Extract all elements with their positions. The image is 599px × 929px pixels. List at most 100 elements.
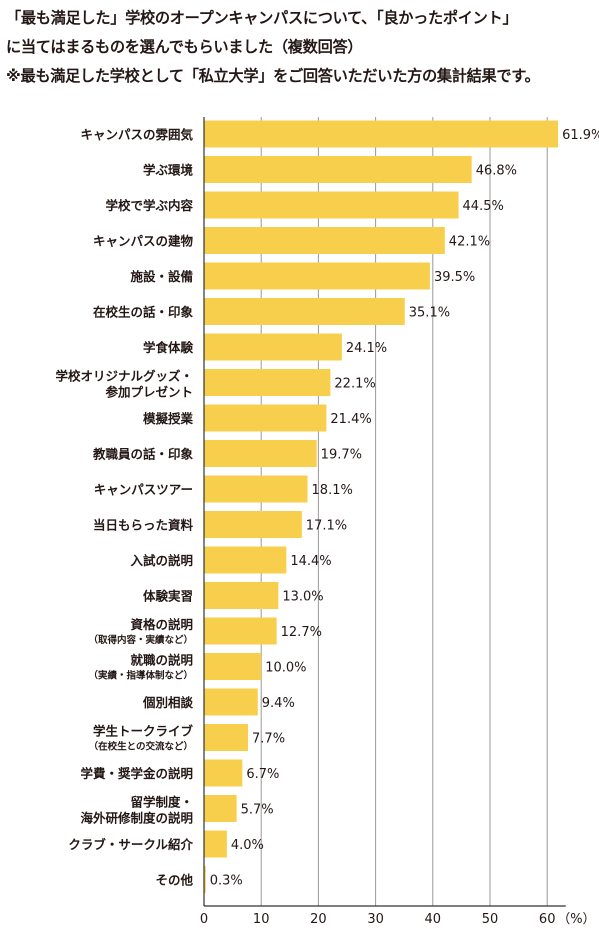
value-label-18: 6.7%	[246, 767, 279, 782]
value-label-14: 12.7%	[281, 625, 322, 640]
x-axis: 0 10 20 30 40 50 60 （%）	[200, 117, 596, 927]
bar-1	[204, 156, 472, 183]
bar-17	[204, 724, 249, 751]
x-tick-10: 10	[253, 912, 270, 927]
category-label-15-line-0: 就職の説明	[130, 653, 193, 668]
bar-0	[204, 120, 559, 148]
x-tick-30: 30	[367, 912, 384, 927]
category-label-5-line-0: 在校生の話・印象	[93, 305, 194, 320]
value-label-15: 10.0%	[265, 661, 306, 676]
value-label-1: 46.8%	[476, 164, 517, 179]
category-label-8: 模擬授業	[143, 411, 194, 426]
category-label-15-sub: （実績・指導体制など）	[88, 670, 193, 682]
x-tick-60: 60	[539, 912, 556, 927]
category-label-5: 在校生の話・印象	[93, 305, 194, 320]
value-label-5: 35.1%	[409, 306, 450, 321]
bar-8	[204, 404, 327, 432]
value-label-4: 39.5%	[434, 270, 475, 285]
category-label-19-line-0: 留学制度・	[130, 795, 193, 810]
category-label-7: 学校オリジナルグッズ・参加プレゼント	[55, 369, 193, 400]
bar-5	[204, 298, 405, 325]
category-label-17-sub: （在校生との交流など）	[89, 741, 193, 753]
category-label-9: 教職員の話・印象	[92, 447, 194, 462]
bar-3	[204, 227, 445, 254]
value-label-8: 21.4%	[330, 412, 371, 427]
value-label-10: 18.1%	[312, 483, 353, 498]
category-label-18-line-0: 学費・奨学金の説明	[80, 766, 193, 781]
value-label-20: 4.0%	[231, 838, 264, 853]
bar-19	[204, 795, 237, 822]
category-label-4: 施設・設備	[130, 269, 193, 284]
value-label-13: 13.0%	[282, 590, 323, 605]
bar-7	[204, 369, 331, 396]
category-label-14-line-0: 資格の説明	[130, 617, 193, 632]
bar-2	[204, 191, 459, 219]
value-label-12: 14.4%	[290, 554, 331, 569]
category-label-2: 学校で学ぶ内容	[105, 198, 193, 213]
category-label-12: 入試の説明	[130, 553, 193, 568]
x-tick-40: 40	[425, 912, 442, 927]
category-label-16-line-0: 個別相談	[142, 695, 194, 710]
category-label-7-line-1: 参加プレゼント	[105, 385, 193, 400]
category-label-16: 個別相談	[142, 695, 194, 710]
category-label-8-line-0: 模擬授業	[143, 411, 194, 426]
bar-18	[204, 759, 243, 787]
category-label-3-line-0: キャンパスの建物	[93, 234, 194, 249]
category-label-6-line-0: 学食体験	[143, 340, 194, 355]
category-label-7-line-0: 学校オリジナルグッズ・	[55, 369, 193, 384]
value-label-6: 24.1%	[346, 341, 387, 356]
bars	[204, 120, 559, 893]
x-tick-0: 0	[200, 912, 208, 927]
value-label-7: 22.1%	[334, 377, 375, 392]
category-label-13: 体験実習	[143, 589, 193, 604]
value-label-9: 19.7%	[321, 448, 362, 463]
value-label-3: 42.1%	[449, 235, 490, 250]
value-label-11: 17.1%	[306, 519, 347, 534]
bar-13	[204, 582, 279, 609]
category-label-2-line-0: 学校で学ぶ内容	[105, 198, 193, 213]
category-labels: キャンパスの雰囲気学ぶ環境学校で学ぶ内容キャンパスの建物施設・設備在校生の話・印…	[55, 127, 193, 888]
category-label-18: 学費・奨学金の説明	[80, 766, 193, 781]
category-label-20: クラブ・サークル紹介	[68, 837, 193, 852]
category-label-6: 学食体験	[143, 340, 194, 355]
category-label-21: その他	[155, 873, 193, 888]
bar-9	[204, 440, 317, 467]
header-line-1: 「最も満足した」学校のオープンキャンパスについて、「良かったポイント」	[6, 9, 518, 27]
value-label-19: 5.7%	[241, 803, 274, 818]
category-label-13-line-0: 体験実習	[143, 589, 193, 604]
header-line-2: に当てはまるものを選んでもらいました（複数回答）	[6, 38, 363, 56]
category-label-10: キャンパスツアー	[94, 482, 193, 497]
bar-12	[204, 546, 287, 574]
header-line-3: ※最も満足した学校として「私立大学」をご回答いただいた方の集計結果です。	[6, 67, 540, 85]
category-label-0: キャンパスの雰囲気	[80, 127, 193, 142]
bar-4	[204, 262, 430, 290]
category-label-10-line-0: キャンパスツアー	[94, 482, 193, 497]
value-label-17: 7.7%	[252, 732, 285, 747]
bar-10	[204, 475, 308, 503]
category-label-1-line-0: 学ぶ環境	[143, 163, 194, 178]
x-tick-50: 50	[482, 912, 499, 927]
category-label-19: 留学制度・海外研修制度の説明	[80, 795, 193, 826]
chart-header: 「最も満足した」学校のオープンキャンパスについて、「良かったポイント」 に当ては…	[6, 4, 596, 91]
category-label-17-line-0: 学生トークライブ	[93, 724, 194, 739]
bar-21	[204, 866, 206, 893]
category-label-20-line-0: クラブ・サークル紹介	[68, 837, 193, 852]
bar-14	[204, 617, 277, 645]
value-label-2: 44.5%	[463, 199, 504, 214]
bar-6	[204, 333, 342, 361]
value-label-21: 0.3%	[210, 874, 243, 889]
category-label-15: 就職の説明 （実績・指導体制など）	[88, 653, 193, 682]
category-label-1: 学ぶ環境	[143, 163, 194, 178]
category-label-11: 当日もらった資料	[93, 518, 194, 533]
category-label-12-line-0: 入試の説明	[130, 553, 193, 568]
bar-20	[204, 830, 227, 858]
x-unit-label: （%）	[557, 912, 595, 927]
category-label-17: 学生トークライブ （在校生との交流など）	[89, 724, 194, 753]
category-label-19-line-1: 海外研修制度の説明	[80, 811, 193, 826]
category-label-4-line-0: 施設・設備	[130, 269, 193, 284]
bar-16	[204, 688, 258, 716]
category-label-9-line-0: 教職員の話・印象	[92, 447, 194, 462]
value-label-0: 61.9%	[562, 128, 599, 143]
category-label-14-sub: （取得内容・実績など）	[88, 634, 193, 646]
